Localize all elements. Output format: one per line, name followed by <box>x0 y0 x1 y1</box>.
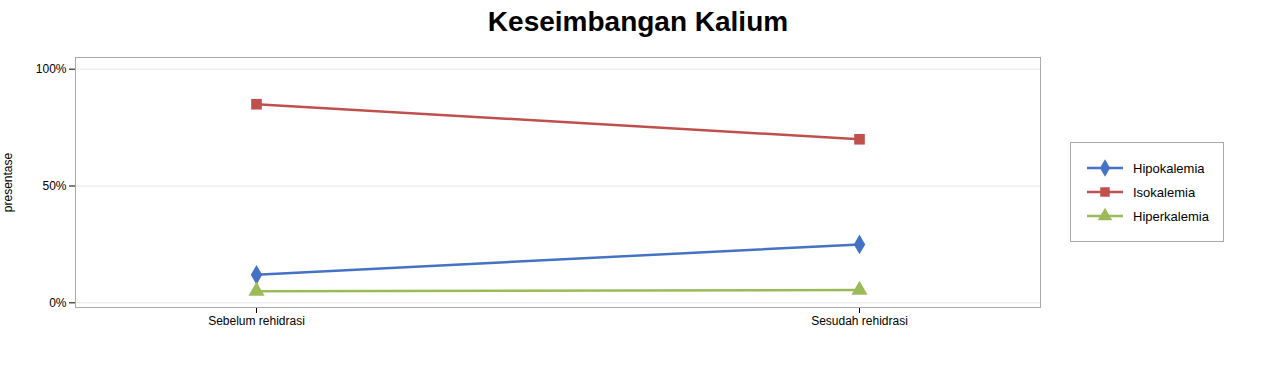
svg-text:Sesudah rehidrasi: Sesudah rehidrasi <box>811 314 908 328</box>
html-text:Isokalemia: Isokalemia <box>1133 184 1196 200</box>
svg-text:50%: 50% <box>42 179 66 193</box>
svg-text:0%: 0% <box>49 296 67 310</box>
html-text:Hipokalemia: Hipokalemia <box>1133 160 1205 176</box>
html-text:Keseimbangan Kalium: Keseimbangan Kalium <box>487 6 789 37</box>
svg-text:Sebelum rehidrasi: Sebelum rehidrasi <box>208 314 305 328</box>
html-text:Hiperkalemia: Hiperkalemia <box>1133 208 1209 224</box>
svg-text:100%: 100% <box>36 62 67 76</box>
svg-text:presentase: presentase <box>1 152 15 212</box>
